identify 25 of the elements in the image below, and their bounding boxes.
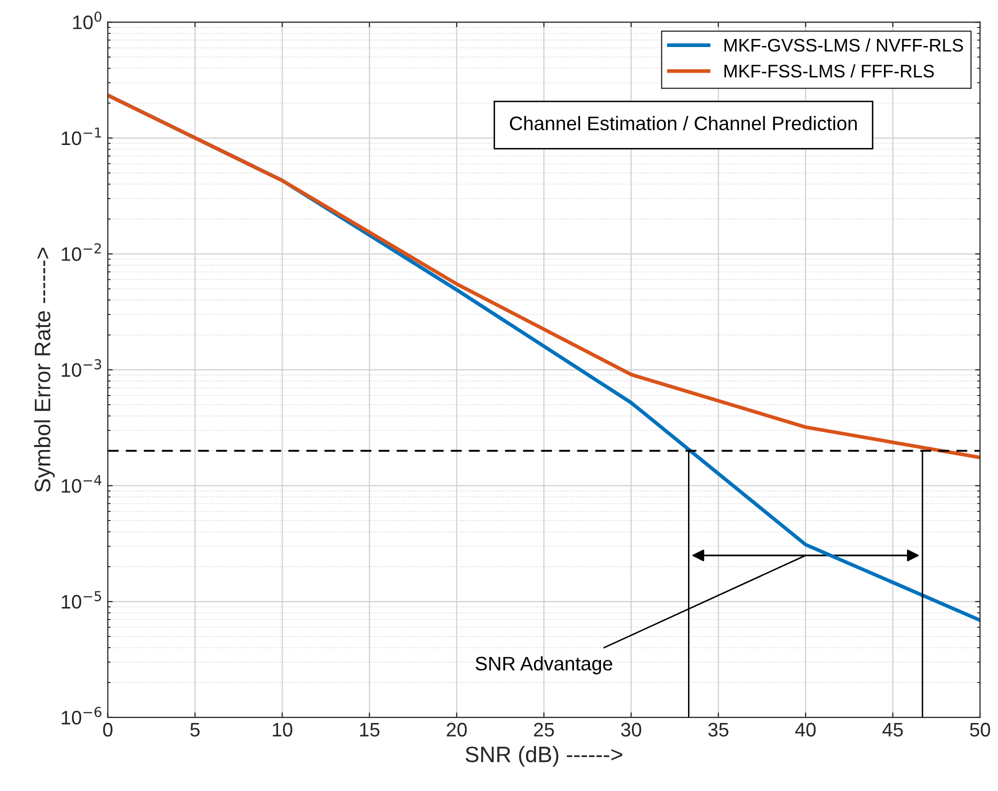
y-tick-label: 10$^{0}$ bbox=[73, 12, 102, 30]
x-tick-label: 15 bbox=[360, 723, 380, 737]
x-tick-label: 25 bbox=[534, 722, 554, 737]
annotation: Channel Estimation / Channel Prediction bbox=[510, 116, 857, 130]
x-tick-label: 50 bbox=[970, 722, 990, 737]
legend-label: MKF-GVSS-LMS / NVFF-RLS bbox=[724, 38, 963, 52]
x-tick-label: 10 bbox=[272, 722, 292, 737]
x-tick-label: 30 bbox=[621, 722, 642, 737]
y-tick-label: 10$^{−5}$ bbox=[62, 591, 102, 609]
y-tick-label: 10$^{−4}$ bbox=[62, 475, 102, 493]
annotation: SNR Advantage bbox=[476, 656, 612, 674]
line-series bbox=[108, 93, 980, 460]
x-tick-label: 35 bbox=[708, 722, 728, 737]
y-tick-label: 10$^{−2}$ bbox=[62, 243, 101, 261]
y-axis-title: Symbol Error Rate ------> bbox=[34, 248, 55, 492]
legend-label: MKF-FSS-LMS / FFF-RLS bbox=[724, 64, 934, 78]
x-tick-label: 5 bbox=[190, 723, 200, 737]
y-tick-label: 10$^{−1}$ bbox=[62, 128, 101, 146]
x-tick-label: 40 bbox=[795, 722, 816, 737]
x-tick-label: 20 bbox=[446, 722, 467, 737]
y-tick-label: 10$^{−3}$ bbox=[62, 359, 102, 377]
x-tick-label: 45 bbox=[882, 723, 903, 737]
x-tick-label: 0 bbox=[103, 722, 112, 737]
x-axis-title: SNR (dB) ------> bbox=[466, 746, 622, 767]
y-tick-label: 10$^{−6}$ bbox=[62, 706, 102, 725]
